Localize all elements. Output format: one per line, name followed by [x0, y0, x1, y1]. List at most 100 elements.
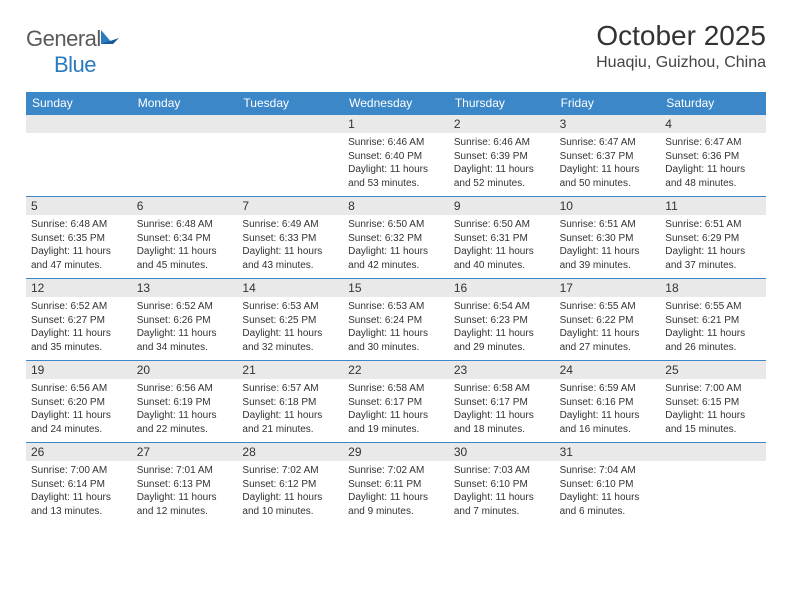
calendar-cell: 20Sunrise: 6:56 AMSunset: 6:19 PMDayligh… — [132, 360, 238, 442]
date-number: 5 — [26, 197, 132, 215]
info-line: Daylight: 11 hours and 19 minutes. — [348, 409, 444, 436]
week-row: 5Sunrise: 6:48 AMSunset: 6:35 PMDaylight… — [26, 196, 766, 278]
date-number: 30 — [449, 443, 555, 461]
info-line: Sunrise: 6:55 AM — [560, 300, 656, 314]
cell-info: Sunrise: 6:48 AMSunset: 6:34 PMDaylight:… — [132, 215, 238, 277]
cell-info: Sunrise: 6:58 AMSunset: 6:17 PMDaylight:… — [449, 379, 555, 441]
info-line: Daylight: 11 hours and 26 minutes. — [665, 327, 761, 354]
cell-info: Sunrise: 7:01 AMSunset: 6:13 PMDaylight:… — [132, 461, 238, 523]
info-line: Daylight: 11 hours and 47 minutes. — [31, 245, 127, 272]
info-line: Sunset: 6:35 PM — [31, 232, 127, 246]
info-line: Sunrise: 6:51 AM — [560, 218, 656, 232]
info-line: Daylight: 11 hours and 30 minutes. — [348, 327, 444, 354]
calendar-cell: 15Sunrise: 6:53 AMSunset: 6:24 PMDayligh… — [343, 278, 449, 360]
week-row: 12Sunrise: 6:52 AMSunset: 6:27 PMDayligh… — [26, 278, 766, 360]
info-line: Sunrise: 6:56 AM — [31, 382, 127, 396]
info-line: Sunset: 6:34 PM — [137, 232, 233, 246]
info-line: Daylight: 11 hours and 21 minutes. — [242, 409, 338, 436]
info-line: Daylight: 11 hours and 6 minutes. — [560, 491, 656, 518]
info-line: Daylight: 11 hours and 34 minutes. — [137, 327, 233, 354]
calendar-cell: 4Sunrise: 6:47 AMSunset: 6:36 PMDaylight… — [660, 114, 766, 196]
info-line: Sunset: 6:17 PM — [348, 396, 444, 410]
info-line: Sunrise: 6:54 AM — [454, 300, 550, 314]
calendar-cell — [132, 114, 238, 196]
date-number: 9 — [449, 197, 555, 215]
info-line: Sunset: 6:13 PM — [137, 478, 233, 492]
info-line: Daylight: 11 hours and 39 minutes. — [560, 245, 656, 272]
info-line: Daylight: 11 hours and 37 minutes. — [665, 245, 761, 272]
date-number: 31 — [555, 443, 661, 461]
date-number: 10 — [555, 197, 661, 215]
info-line: Sunrise: 6:47 AM — [560, 136, 656, 150]
info-line: Daylight: 11 hours and 35 minutes. — [31, 327, 127, 354]
date-number: 19 — [26, 361, 132, 379]
cell-info: Sunrise: 6:58 AMSunset: 6:17 PMDaylight:… — [343, 379, 449, 441]
info-line: Sunset: 6:12 PM — [242, 478, 338, 492]
date-number: 17 — [555, 279, 661, 297]
info-line: Sunrise: 6:56 AM — [137, 382, 233, 396]
info-line: Sunrise: 6:57 AM — [242, 382, 338, 396]
info-line: Sunrise: 6:50 AM — [348, 218, 444, 232]
info-line: Daylight: 11 hours and 53 minutes. — [348, 163, 444, 190]
cell-info: Sunrise: 6:55 AMSunset: 6:21 PMDaylight:… — [660, 297, 766, 359]
info-line: Daylight: 11 hours and 16 minutes. — [560, 409, 656, 436]
info-line: Sunrise: 7:01 AM — [137, 464, 233, 478]
date-number: 21 — [237, 361, 343, 379]
date-number: 4 — [660, 115, 766, 133]
info-line: Sunrise: 6:48 AM — [137, 218, 233, 232]
info-line: Sunset: 6:29 PM — [665, 232, 761, 246]
info-line: Sunrise: 7:02 AM — [242, 464, 338, 478]
logo-text-left: General — [26, 26, 101, 51]
info-line: Sunrise: 7:00 AM — [665, 382, 761, 396]
cell-info: Sunrise: 6:51 AMSunset: 6:30 PMDaylight:… — [555, 215, 661, 277]
info-line: Sunset: 6:27 PM — [31, 314, 127, 328]
cell-info: Sunrise: 6:49 AMSunset: 6:33 PMDaylight:… — [237, 215, 343, 277]
info-line: Daylight: 11 hours and 15 minutes. — [665, 409, 761, 436]
day-header-sun: Sunday — [26, 92, 132, 114]
cell-info: Sunrise: 7:02 AMSunset: 6:12 PMDaylight:… — [237, 461, 343, 523]
info-line: Sunset: 6:14 PM — [31, 478, 127, 492]
date-number: 3 — [555, 115, 661, 133]
info-line: Daylight: 11 hours and 52 minutes. — [454, 163, 550, 190]
info-line: Daylight: 11 hours and 40 minutes. — [454, 245, 550, 272]
info-line: Daylight: 11 hours and 48 minutes. — [665, 163, 761, 190]
day-header-thu: Thursday — [449, 92, 555, 114]
calendar-cell — [237, 114, 343, 196]
cell-info: Sunrise: 6:59 AMSunset: 6:16 PMDaylight:… — [555, 379, 661, 441]
calendar-cell: 9Sunrise: 6:50 AMSunset: 6:31 PMDaylight… — [449, 196, 555, 278]
date-number: 1 — [343, 115, 449, 133]
info-line: Daylight: 11 hours and 7 minutes. — [454, 491, 550, 518]
day-header-fri: Friday — [555, 92, 661, 114]
cell-info: Sunrise: 6:52 AMSunset: 6:26 PMDaylight:… — [132, 297, 238, 359]
calendar-cell: 24Sunrise: 6:59 AMSunset: 6:16 PMDayligh… — [555, 360, 661, 442]
day-header-mon: Monday — [132, 92, 238, 114]
cell-info: Sunrise: 6:56 AMSunset: 6:19 PMDaylight:… — [132, 379, 238, 441]
cell-info: Sunrise: 6:48 AMSunset: 6:35 PMDaylight:… — [26, 215, 132, 277]
cell-info — [237, 133, 343, 141]
date-number: 14 — [237, 279, 343, 297]
date-number: 23 — [449, 361, 555, 379]
info-line: Sunset: 6:33 PM — [242, 232, 338, 246]
info-line: Sunrise: 6:52 AM — [137, 300, 233, 314]
location: Huaqiu, Guizhou, China — [596, 54, 766, 72]
info-line: Daylight: 11 hours and 24 minutes. — [31, 409, 127, 436]
info-line: Daylight: 11 hours and 45 minutes. — [137, 245, 233, 272]
day-header-wed: Wednesday — [343, 92, 449, 114]
info-line: Daylight: 11 hours and 22 minutes. — [137, 409, 233, 436]
cell-info — [660, 461, 766, 469]
info-line: Sunset: 6:16 PM — [560, 396, 656, 410]
date-number: 29 — [343, 443, 449, 461]
cell-info: Sunrise: 7:02 AMSunset: 6:11 PMDaylight:… — [343, 461, 449, 523]
info-line: Sunset: 6:18 PM — [242, 396, 338, 410]
date-number — [26, 115, 132, 133]
cell-info: Sunrise: 6:50 AMSunset: 6:32 PMDaylight:… — [343, 215, 449, 277]
calendar-cell: 10Sunrise: 6:51 AMSunset: 6:30 PMDayligh… — [555, 196, 661, 278]
calendar-cell: 7Sunrise: 6:49 AMSunset: 6:33 PMDaylight… — [237, 196, 343, 278]
cell-info — [26, 133, 132, 141]
info-line: Sunrise: 6:48 AM — [31, 218, 127, 232]
cell-info: Sunrise: 6:57 AMSunset: 6:18 PMDaylight:… — [237, 379, 343, 441]
info-line: Sunset: 6:23 PM — [454, 314, 550, 328]
calendar-cell: 19Sunrise: 6:56 AMSunset: 6:20 PMDayligh… — [26, 360, 132, 442]
calendar-cell: 11Sunrise: 6:51 AMSunset: 6:29 PMDayligh… — [660, 196, 766, 278]
cell-info: Sunrise: 6:56 AMSunset: 6:20 PMDaylight:… — [26, 379, 132, 441]
